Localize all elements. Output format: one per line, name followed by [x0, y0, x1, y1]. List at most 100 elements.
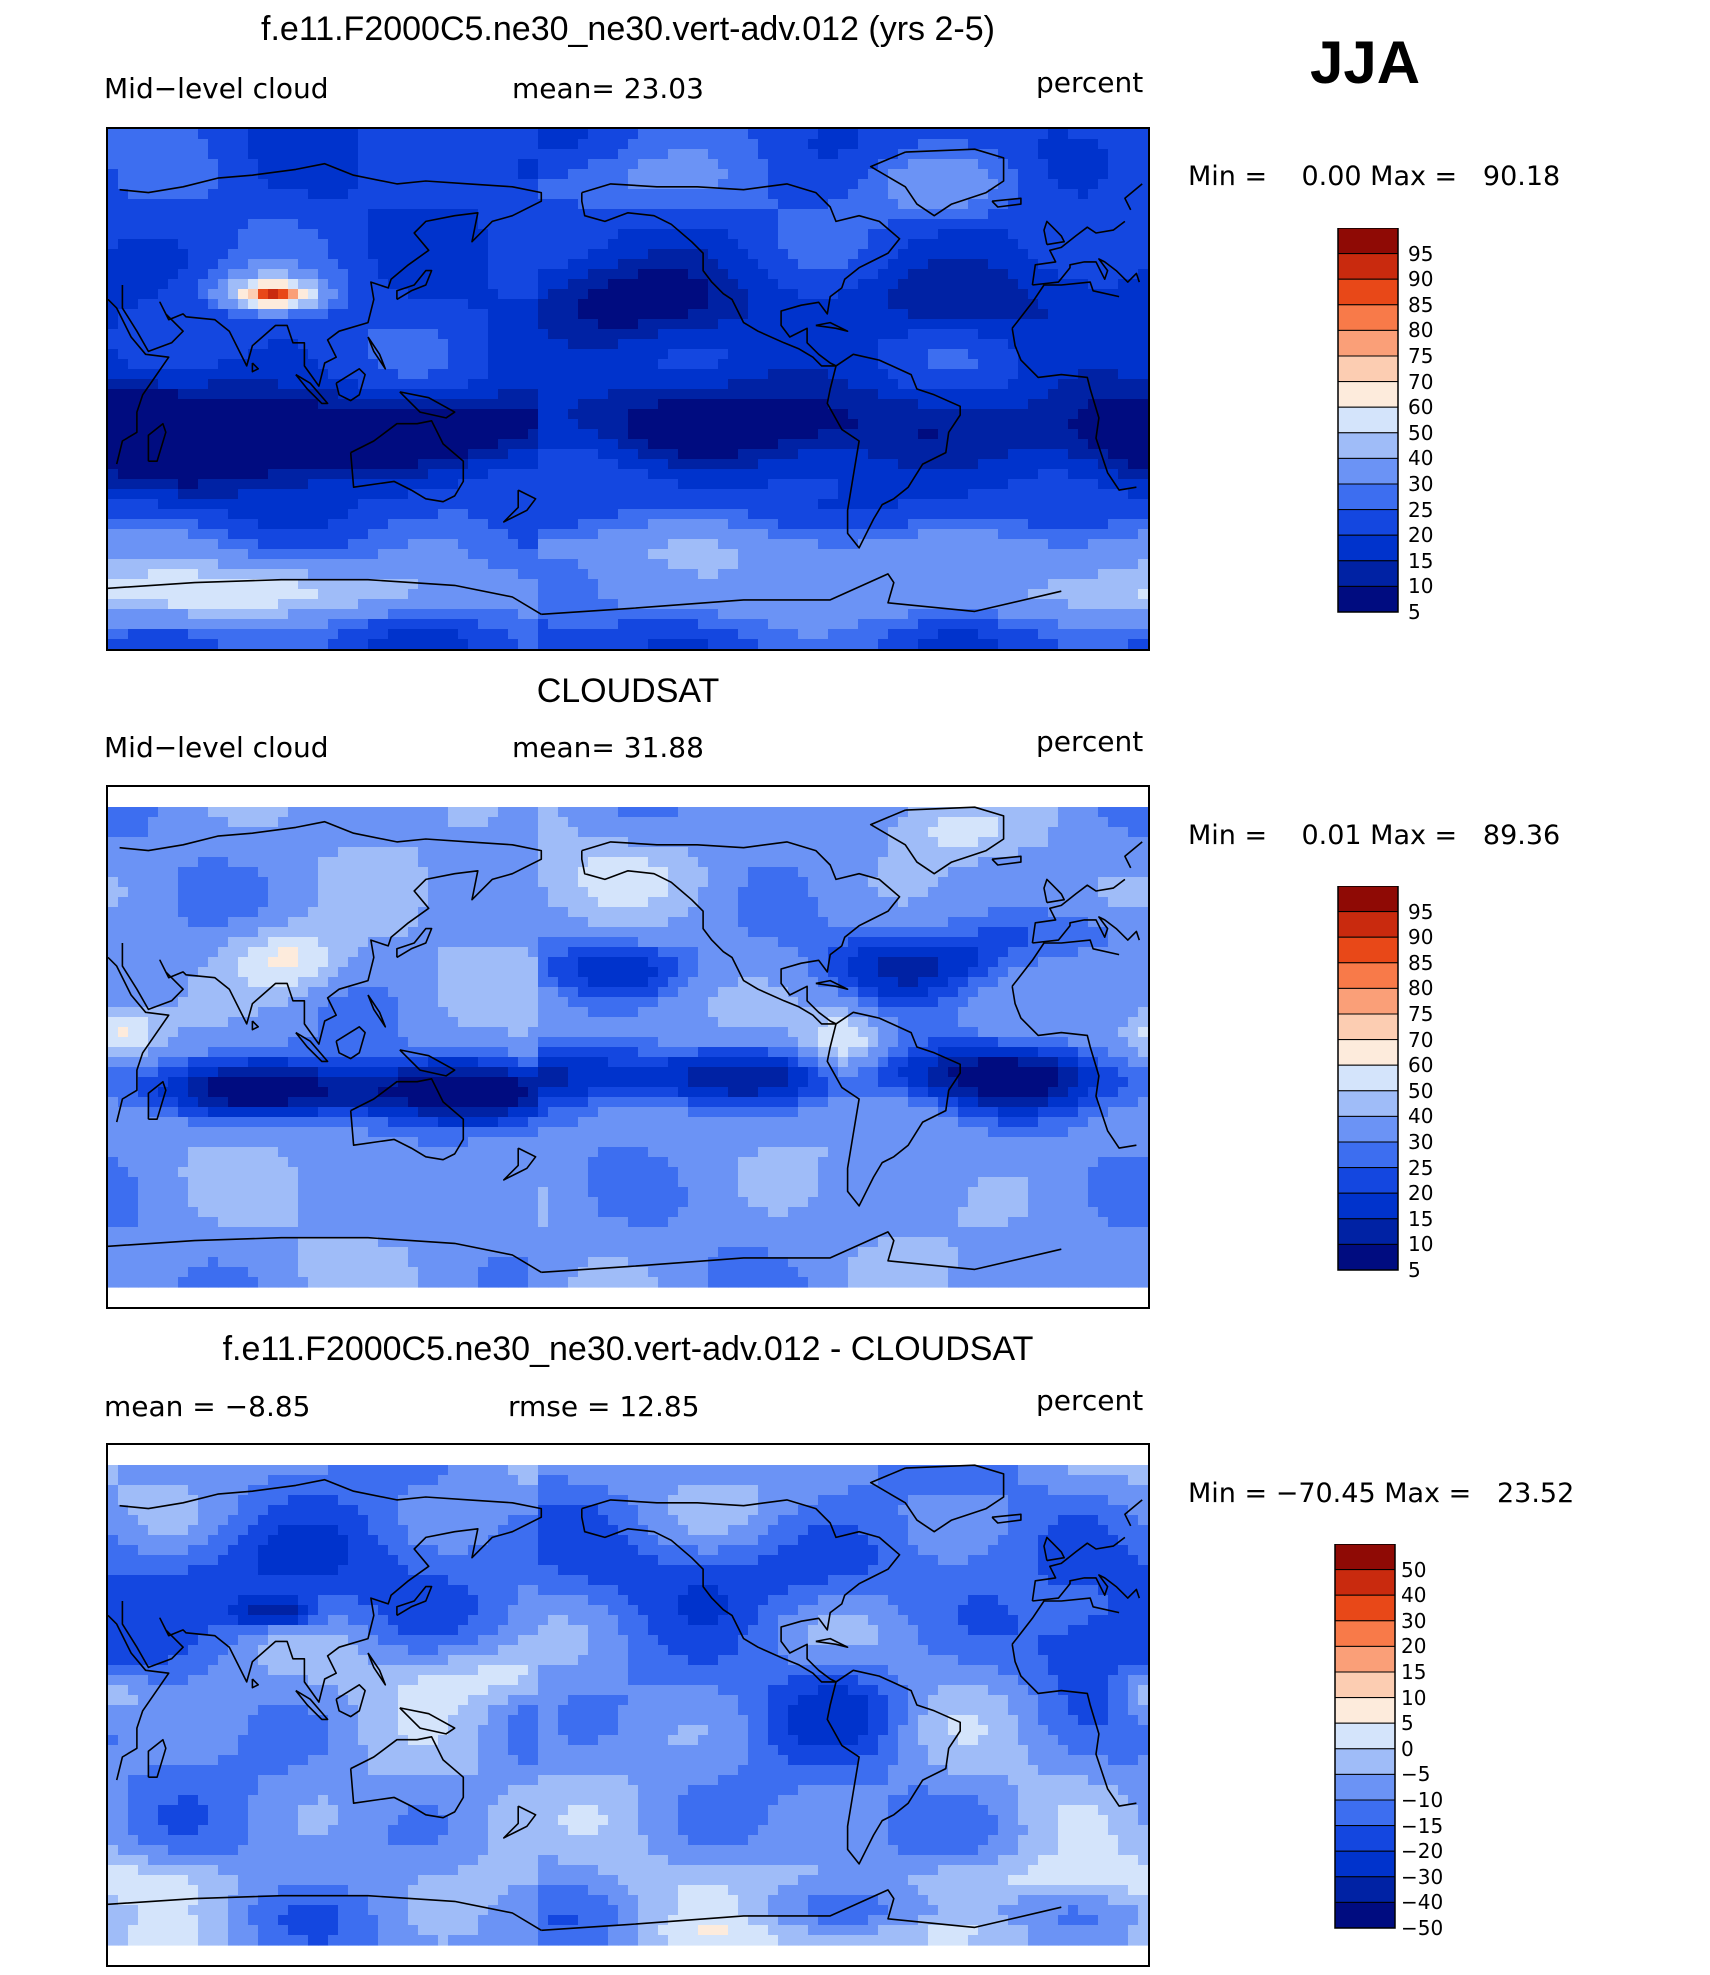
colorbar-tick-label: 25 [1408, 497, 1434, 522]
coastline [251, 362, 259, 373]
coastline [580, 1499, 901, 1683]
coastline [502, 489, 537, 523]
colorbar-tick-label: 15 [1408, 1206, 1434, 1231]
colorbar-swatch [1334, 1901, 1396, 1929]
colorbar-swatch [1334, 1645, 1396, 1673]
coastline [147, 422, 167, 463]
colorbar-swatch [1337, 1141, 1399, 1169]
season-label: JJA [1310, 29, 1421, 96]
colorbar-tick-label: 20 [1401, 1634, 1427, 1659]
colorbar-swatch [1337, 457, 1399, 485]
colorbar-swatch [1337, 329, 1399, 357]
panel-2-map [106, 785, 1150, 1309]
colorbar-tick-label: 10 [1408, 1232, 1434, 1257]
colorbar-swatch [1337, 406, 1399, 434]
colorbar-tick-label: −5 [1401, 1762, 1431, 1787]
coastline [108, 1236, 542, 1273]
coastline [108, 1614, 170, 1781]
panel-1-map [106, 127, 1150, 651]
coastline [295, 1689, 329, 1721]
coastline [1011, 986, 1137, 1149]
coastline [826, 1011, 962, 1207]
coastline [826, 353, 962, 549]
colorbar-tick-label: 60 [1408, 395, 1434, 420]
colorbar-swatch [1334, 1544, 1396, 1571]
colorbar-swatch [1337, 1039, 1399, 1066]
panel-1-mean-label: mean= 23.03 [512, 72, 704, 105]
coastline [119, 1478, 543, 1703]
colorbar-tick-label: 10 [1401, 1685, 1427, 1710]
coastline [1124, 841, 1143, 869]
colorbar-tick-label: −40 [1401, 1890, 1444, 1915]
colorbar-tick-label: 15 [1408, 548, 1434, 573]
colorbar-tick-label: 60 [1408, 1053, 1434, 1078]
coastline [869, 806, 1005, 875]
colorbar-tick-label: 90 [1408, 925, 1434, 950]
colorbar-swatch [1334, 1697, 1396, 1724]
colorbar-swatch [1337, 432, 1399, 459]
panel-3-mean-label: mean = −8.85 [104, 1390, 311, 1423]
colorbar-swatch [1334, 1569, 1396, 1596]
colorbar-tick-label: 30 [1401, 1608, 1427, 1633]
colorbar-tick-label: 40 [1408, 1104, 1434, 1129]
colorbar-tick-label: −50 [1401, 1916, 1444, 1940]
coastline [869, 1464, 1005, 1533]
coastline [335, 1684, 366, 1718]
colorbar-tick-label: −15 [1401, 1813, 1444, 1838]
coastline [1031, 220, 1126, 286]
panel-2-mean-label: mean= 31.88 [512, 731, 704, 764]
colorbar-swatch [1337, 1115, 1399, 1143]
coastline [1031, 878, 1126, 944]
coastline [335, 368, 366, 402]
coastline [367, 994, 387, 1028]
colorbar-swatch [1337, 911, 1399, 938]
colorbar-tick-label: 75 [1408, 1002, 1434, 1026]
colorbar-tick-label: −30 [1401, 1864, 1444, 1889]
colorbar-swatch [1337, 1013, 1399, 1041]
colorbar-tick-label: 25 [1408, 1155, 1434, 1180]
colorbar-tick-label: 85 [1408, 950, 1434, 975]
coastline [1043, 1536, 1066, 1562]
colorbar-swatch [1337, 1167, 1399, 1194]
colorbar-tick-label: 70 [1408, 369, 1434, 394]
coastline [1032, 258, 1141, 286]
colorbar-swatch [1337, 585, 1399, 613]
coastline [396, 269, 433, 301]
coastline [991, 197, 1022, 208]
colorbar-swatch [1337, 509, 1399, 536]
coastline [1011, 1644, 1137, 1807]
coastline [108, 578, 542, 615]
coastline [1011, 1597, 1120, 1645]
coastline [119, 820, 543, 1045]
coastline [1043, 878, 1066, 904]
coastline [349, 1077, 465, 1161]
colorbar-tick-label: 50 [1408, 1078, 1434, 1103]
colorbar-tick-label: 80 [1408, 976, 1434, 1001]
coastline [541, 1231, 1062, 1274]
colorbar-tick-label: 95 [1408, 899, 1434, 924]
colorbar-tick-label: 5 [1401, 1711, 1414, 1736]
coastline [399, 1049, 456, 1077]
colorbar-swatch [1334, 1748, 1396, 1775]
colorbar-tick-label: 90 [1408, 267, 1434, 292]
coastline [991, 855, 1022, 866]
coastline [1124, 183, 1143, 211]
colorbar-tick-label: 85 [1408, 292, 1434, 317]
coastline [1032, 916, 1141, 944]
coastline [349, 419, 465, 503]
colorbar-swatch [1334, 1594, 1396, 1622]
panel-2-title: CLOUDSAT [536, 672, 720, 710]
colorbar-swatch [1337, 1218, 1399, 1245]
colorbar-swatch [1337, 253, 1399, 280]
colorbar-tick-label: −20 [1401, 1839, 1444, 1864]
colorbar-tick-label: 70 [1408, 1027, 1434, 1052]
colorbar-swatch [1334, 1825, 1396, 1852]
coastline [1031, 1536, 1126, 1602]
colorbar-swatch [1337, 228, 1399, 255]
panel-2-variable-label: Mid−level cloud [104, 731, 329, 764]
colorbar-tick-label: 50 [1408, 420, 1434, 445]
colorbar-tick-label: 30 [1408, 1130, 1434, 1154]
coastline [108, 1894, 542, 1931]
coastline [541, 573, 1062, 616]
colorbar-swatch [1337, 278, 1399, 306]
